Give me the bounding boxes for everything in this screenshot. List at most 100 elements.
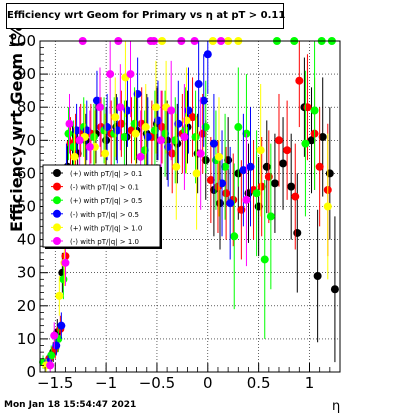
timestamp: Mon Jan 18 15:54:47 2021	[4, 400, 137, 410]
data-point	[315, 162, 324, 171]
x-axis-label: η	[332, 399, 340, 414]
data-point	[57, 321, 66, 330]
y-tick-label: 90	[17, 65, 36, 83]
legend-marker	[53, 209, 61, 218]
data-point	[182, 116, 191, 125]
y-tick-label: 0	[26, 363, 36, 381]
data-point	[136, 152, 145, 161]
data-point	[325, 169, 334, 178]
data-point	[318, 132, 327, 141]
data-point	[301, 139, 310, 148]
data-point	[323, 202, 332, 211]
data-point	[130, 119, 139, 128]
data-point	[59, 275, 68, 284]
data-point	[230, 232, 239, 241]
data-point	[313, 272, 322, 281]
legend: (+) with pT/|q| > 0.1 (-) with pT/|q| > 0…	[42, 164, 162, 249]
data-point	[92, 96, 101, 105]
data-point	[47, 351, 56, 360]
data-point	[291, 192, 300, 201]
data-point	[50, 331, 59, 340]
legend-marker	[53, 169, 61, 177]
data-point	[180, 132, 189, 141]
data-point	[52, 341, 61, 350]
legend-box	[42, 164, 161, 248]
data-point	[168, 149, 177, 158]
y-axis-label: Efficiency wrt Geom (%)	[7, 17, 26, 232]
data-points-layer	[39, 37, 339, 372]
data-point	[126, 70, 135, 79]
data-point	[65, 119, 74, 128]
data-point	[260, 255, 269, 264]
axes: 0 10 20 30 40 50 60 70 80 90 100 −1.5 −1 −0.5 0 0.5 1	[7, 32, 331, 392]
data-point	[70, 152, 79, 161]
data-point	[172, 162, 181, 171]
x-tick-label: −1	[95, 374, 117, 392]
legend-label: (+) with pT/|q| > 1.0	[70, 224, 142, 232]
data-point	[237, 205, 246, 214]
data-point	[196, 149, 205, 158]
data-point	[274, 136, 283, 145]
data-point	[279, 159, 288, 168]
data-point	[184, 106, 193, 115]
x-tick-label: 0	[203, 374, 213, 392]
data-point	[143, 132, 152, 141]
data-point	[206, 176, 215, 185]
data-point	[157, 136, 166, 145]
data-point	[85, 142, 94, 151]
y-tick-label: 80	[17, 98, 36, 116]
data-point	[158, 123, 167, 132]
data-point	[330, 285, 339, 294]
data-point	[192, 169, 201, 178]
data-point	[270, 179, 279, 188]
data-point	[257, 182, 266, 191]
y-tick-label: 20	[17, 297, 36, 315]
data-point	[214, 152, 223, 161]
data-point	[188, 113, 197, 122]
legend-label: (+) with pT/|q| > 0.5	[70, 197, 142, 205]
x-tick-label: −0.5	[139, 374, 175, 392]
data-point	[222, 189, 231, 198]
y-tick-label: 10	[17, 330, 36, 348]
data-point	[226, 199, 235, 208]
data-point	[310, 106, 319, 115]
data-point	[133, 89, 142, 98]
data-point	[89, 132, 98, 141]
x-tick-label: 1	[305, 374, 315, 392]
legend-label: (-) with pT/|q| > 0.5	[70, 211, 139, 219]
data-point	[295, 76, 304, 85]
data-point	[120, 132, 129, 141]
data-point	[151, 103, 160, 112]
data-point	[167, 106, 176, 115]
data-point	[293, 228, 302, 237]
data-point	[75, 136, 84, 145]
data-point	[46, 361, 55, 370]
y-tick-label: 40	[17, 231, 36, 249]
x-tick-label: 0.5	[247, 374, 271, 392]
legend-label: (-) with pT/|q| > 1.0	[70, 238, 139, 246]
data-point	[55, 291, 64, 300]
data-point	[140, 146, 149, 155]
data-point	[174, 119, 183, 128]
data-point	[111, 113, 120, 122]
data-point	[102, 136, 111, 145]
legend-label: (+) with pT/|q| > 0.1	[70, 170, 142, 178]
data-point	[266, 212, 275, 221]
data-point	[199, 96, 208, 105]
data-point	[252, 189, 261, 198]
data-point	[61, 258, 70, 267]
data-point	[150, 126, 159, 135]
chart-title: Efficiency wrt Geom for Primary vs η at …	[7, 10, 286, 21]
y-tick-label: 60	[17, 164, 36, 182]
data-point	[246, 162, 255, 171]
legend-marker	[53, 223, 61, 232]
data-point	[242, 195, 251, 204]
legend-marker	[53, 182, 61, 191]
data-point	[161, 129, 170, 138]
legend-marker	[53, 196, 61, 205]
legend-label: (-) with pT/|q| > 0.1	[70, 184, 139, 192]
data-point	[201, 123, 210, 132]
data-point	[216, 199, 224, 208]
y-tick-label: 50	[17, 198, 36, 216]
